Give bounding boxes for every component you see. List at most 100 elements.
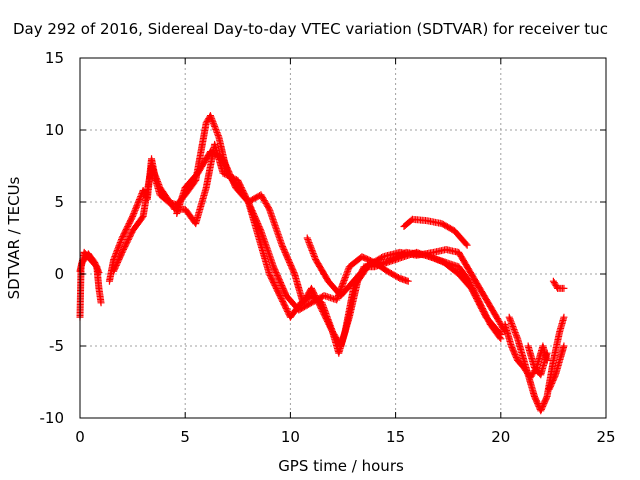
data-point-marker [214,132,222,140]
data-point-marker [304,237,312,245]
data-point-marker [148,164,156,172]
data-point-marker [509,322,517,330]
data-point-marker [95,269,103,277]
y-tick-label: 15 [45,49,64,67]
data-point-marker [305,239,313,247]
data-point-marker [511,329,519,337]
x-tick-label: 25 [596,428,615,446]
data-point-marker [431,255,439,263]
data-series-trace-j [524,342,551,379]
data-series-trace-k [549,277,568,292]
data-point-marker [306,242,314,250]
data-point-marker [209,118,217,126]
data-point-marker [309,248,317,256]
data-point-marker [308,246,316,254]
data-point-marker [307,245,315,253]
data-point-marker [117,236,125,244]
data-point-marker [306,240,314,248]
data-point-marker [507,318,515,326]
data-point-marker [506,316,514,324]
data-point-marker [154,179,162,187]
data-point-marker [152,174,160,182]
data-point-marker [265,204,273,212]
data-series-trace-l [545,342,568,393]
y-tick-label: 5 [54,193,64,211]
data-point-marker [304,236,312,244]
data-point-marker [497,330,505,338]
data-point-marker [310,253,318,261]
data-point-marker [511,327,519,335]
data-point-marker [114,245,122,253]
data-point-marker [213,129,221,137]
data-point-marker [152,173,160,181]
y-tick-label: 10 [45,121,64,139]
grid [80,58,606,418]
data-point-marker [208,115,216,123]
data-point-marker [512,330,520,338]
data-point-marker [543,349,551,357]
y-tick-label: -5 [49,337,64,355]
y-tick-label: 0 [54,265,64,283]
data-point-marker [404,277,412,285]
data-point-marker [129,211,137,219]
data-point-marker [509,324,517,332]
data-point-marker [114,243,122,251]
data-point-marker [214,130,222,138]
data-point-marker [209,119,217,127]
data-point-marker [432,255,440,263]
data-point-marker [462,240,470,248]
data-point-marker [130,208,138,216]
data-point-marker [131,206,139,214]
data-point-marker [208,116,216,124]
data-point-marker [150,168,158,176]
data-point-marker [128,214,136,222]
data-point-marker [207,113,215,121]
x-axis-label: GPS time / hours [278,457,404,475]
data-point-marker [153,176,161,184]
data-point-marker [221,170,229,178]
data-point-marker [212,127,220,135]
data-point-marker [210,121,218,129]
data-point-marker [149,165,157,173]
data-point-marker [97,299,105,307]
data-point-marker [560,313,568,321]
data-point-marker [115,242,123,250]
data-point-marker [133,202,141,210]
data-point-marker [256,225,264,233]
data-point-marker [560,342,568,350]
data-point-marker [134,199,142,207]
data-point-marker [132,205,140,213]
data-point-marker [506,315,514,323]
data-point-marker [310,251,318,259]
plot-frame [79,57,607,419]
data-point-marker [435,257,443,265]
data-point-marker [116,240,124,248]
data-series-trace-d [110,140,505,350]
data-point-marker [129,212,137,220]
x-tick-label: 10 [281,428,300,446]
data-point-marker [113,246,121,254]
data-point-marker [94,267,102,275]
data-point-marker [149,167,157,175]
data-point-marker [132,203,140,211]
data-point-marker [508,321,516,329]
data-point-marker [117,237,125,245]
data-point-marker [148,162,156,170]
x-tick-label: 15 [386,428,405,446]
data-point-marker [290,269,298,277]
data-point-marker [211,122,219,130]
data-point-marker [303,234,311,242]
data-point-marker [211,124,219,132]
data-point-marker [513,333,521,341]
y-tick-label: -10 [40,409,65,427]
axis-ticks: 0 5 10 15 20 25 -10 -5 0 5 10 15 [40,49,616,446]
data-point-marker [134,200,142,208]
data-point-marker [508,319,516,327]
data-point-marker [135,197,143,205]
data-point-marker [512,332,520,340]
data-point-marker [309,249,317,257]
data-point-marker [219,169,227,177]
x-tick-label: 0 [75,428,85,446]
data-point-marker [136,194,144,202]
